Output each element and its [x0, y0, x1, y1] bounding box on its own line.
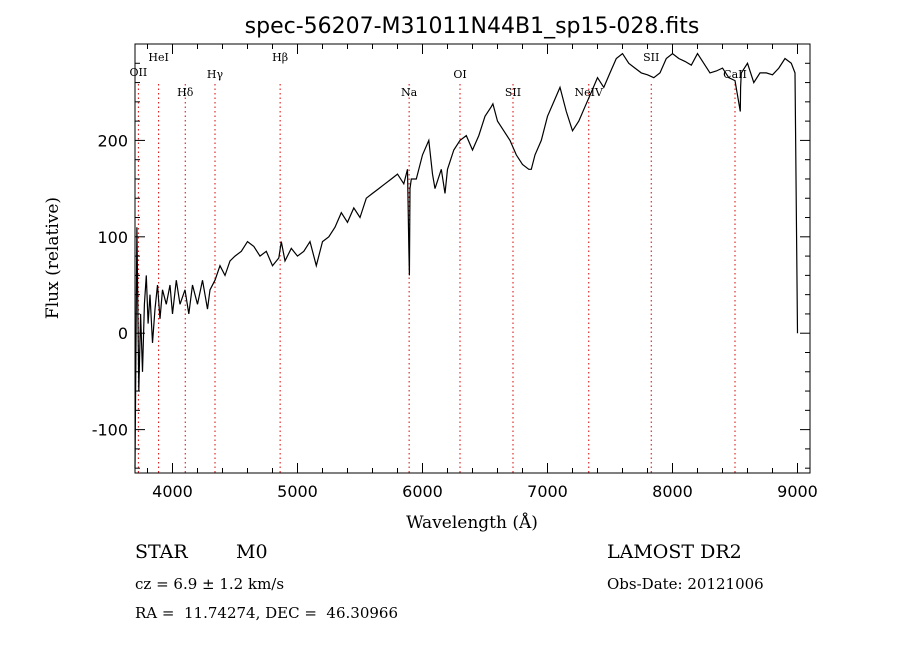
axis-ticks [135, 44, 810, 473]
spectrum-line [134, 52, 799, 469]
obs-date: Obs-Date: 20121006 [607, 575, 764, 593]
y-axis-label: Flux (relative) [43, 197, 63, 319]
y-tick-label: -100 [92, 421, 128, 440]
redshift-text: cz = 6.9 ± 1.2 km/s [135, 575, 285, 593]
chart-title: spec-56207-M31011N44B1_sp15-028.fits [245, 14, 700, 39]
line-label: SII [643, 51, 659, 64]
object-class: STAR [135, 541, 188, 563]
line-markers [137, 84, 736, 473]
x-tick-label: 6000 [402, 482, 443, 501]
line-label: Na [401, 86, 418, 99]
line-label: Hβ [272, 51, 288, 64]
x-tick-label: 9000 [777, 482, 818, 501]
x-tick-label: 8000 [652, 482, 693, 501]
coordinates-text: RA = 11.74274, DEC = 46.30966 [135, 604, 399, 622]
line-label: OI [453, 68, 466, 81]
line-label: NeIV [575, 86, 604, 99]
y-tick-label: 100 [97, 228, 128, 247]
y-tick-label: 0 [118, 324, 128, 343]
survey-label: LAMOST DR2 [607, 541, 742, 563]
line-label: SII [505, 86, 521, 99]
object-subclass: M0 [236, 541, 268, 563]
line-label: OII [130, 66, 148, 79]
plot-frame [134, 43, 811, 474]
line-label: Hδ [177, 86, 194, 99]
x-tick-label: 7000 [527, 482, 568, 501]
line-label: Hγ [207, 68, 224, 81]
tick-labels: 4000 5000 6000 7000 8000 9000 -100 0 100 200 [92, 131, 818, 501]
line-label: HeI [148, 51, 168, 64]
y-tick-label: 200 [97, 131, 128, 150]
x-axis-label: Wavelength (Å) [406, 512, 538, 533]
line-label: CaII [723, 68, 747, 81]
x-tick-label: 4000 [152, 482, 193, 501]
x-tick-label: 5000 [277, 482, 318, 501]
